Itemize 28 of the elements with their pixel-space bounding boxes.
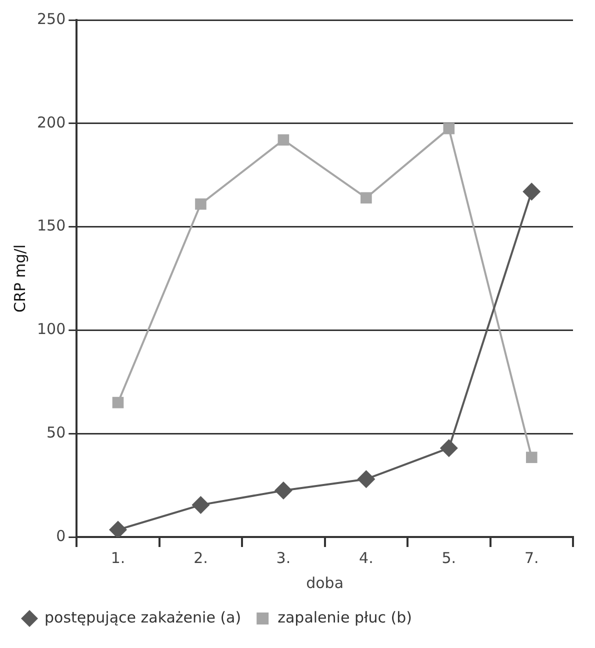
point: [360, 192, 372, 204]
x-axis-title: doba: [306, 574, 344, 592]
y-tick-label: 200: [36, 113, 66, 132]
y-tick-label: 100: [36, 320, 66, 338]
point: [274, 481, 292, 500]
x-tick-label: 3.: [276, 548, 291, 567]
point: [522, 182, 541, 201]
y-tick-label: 250: [36, 10, 66, 28]
x-tick-label: 5.: [442, 548, 456, 567]
point: [357, 470, 376, 488]
point: [112, 396, 124, 408]
point: [440, 439, 458, 458]
y-axis-title: CRP mg/l: [10, 244, 29, 313]
x-tick-label: 4.: [359, 548, 374, 567]
x-tick-label: 2.: [194, 548, 208, 567]
point: [443, 122, 455, 134]
point: [192, 496, 210, 514]
x-tick-label: 7.: [524, 548, 539, 567]
point: [278, 134, 290, 146]
legend-label: postępujące zakażenie (a): [44, 608, 242, 626]
y-tick-label: 50: [46, 423, 66, 442]
point: [195, 198, 206, 210]
x-tick-label: 1.: [110, 548, 126, 567]
legend-label: zapalenie płuc (b): [278, 608, 412, 626]
point: [108, 520, 127, 537]
y-tick-label: 150: [36, 216, 66, 235]
y-tick-label: 0: [56, 526, 66, 545]
point: [526, 452, 538, 464]
